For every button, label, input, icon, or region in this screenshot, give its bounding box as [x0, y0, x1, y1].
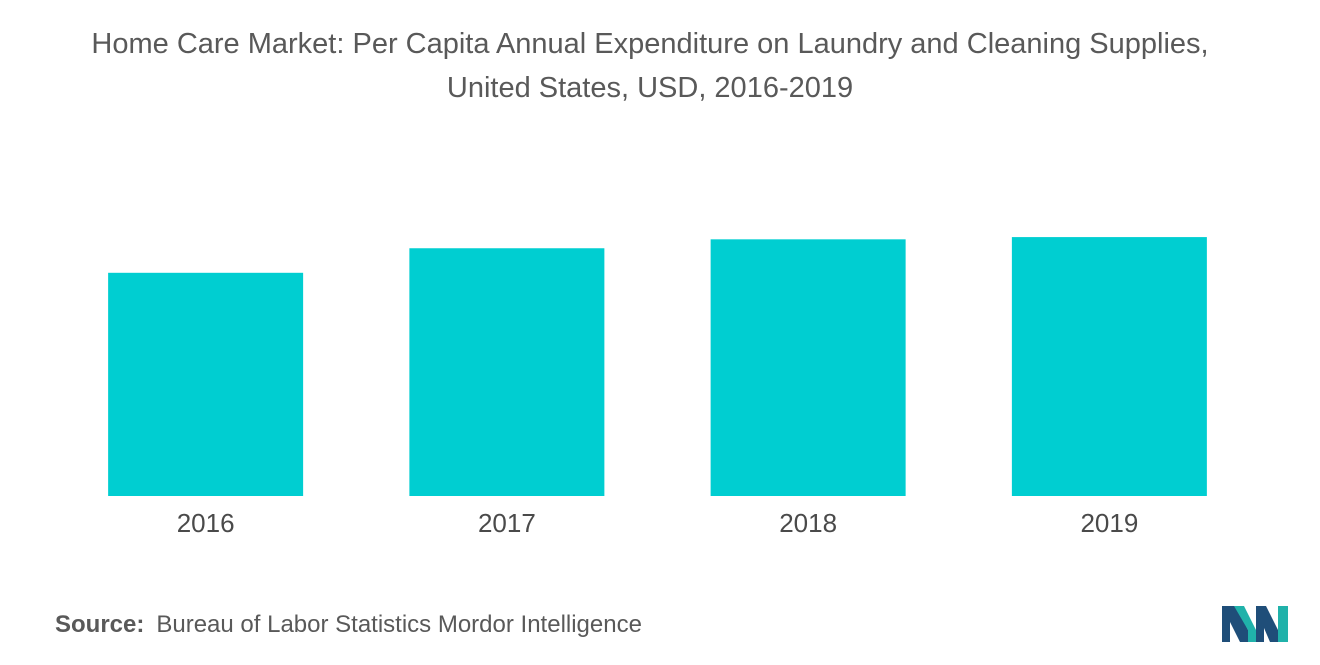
- source-label: Source:: [55, 611, 145, 638]
- x-tick-label-2017: 2017: [478, 508, 536, 538]
- bar-2018: [710, 239, 906, 496]
- mordor-intelligence-logo-icon: [1222, 606, 1288, 642]
- bar-2019: [1011, 237, 1207, 496]
- x-tick-label-2018: 2018: [779, 508, 837, 538]
- chart-title-line-1: Home Care Market: Per Capita Annual Expe…: [91, 28, 1209, 60]
- x-tick-label-2016: 2016: [177, 508, 235, 538]
- source-note: Source: Bureau of Labor Statistics Mordor…: [55, 611, 642, 639]
- x-tick-label-2019: 2019: [1080, 508, 1138, 538]
- bar-2016: [108, 272, 304, 496]
- bar-2017: [409, 248, 605, 496]
- bar-chart: 2016 2017 2018 2019: [108, 237, 1207, 538]
- chart-title: Home Care Market: Per Capita Annual Expe…: [0, 22, 1300, 110]
- source-text: Bureau of Labor Statistics Mordor Intell…: [156, 611, 642, 638]
- chart-title-line-2: United States, USD, 2016-2019: [446, 72, 854, 104]
